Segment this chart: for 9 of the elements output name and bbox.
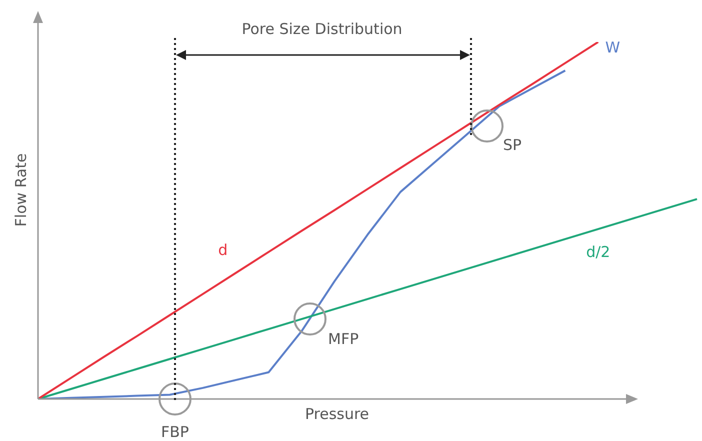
text: FBP — [161, 422, 189, 441]
annotation: MFP — [328, 330, 359, 348]
text: Pore Size Distribution — [242, 20, 402, 38]
series-label: d — [218, 240, 228, 259]
annotation: SP — [503, 136, 522, 154]
text: W — [605, 38, 620, 56]
x-axis-title: Pressure — [304, 404, 370, 423]
y-axis-title: Flow Rate — [12, 153, 30, 227]
series-label: d/2 — [586, 242, 610, 261]
